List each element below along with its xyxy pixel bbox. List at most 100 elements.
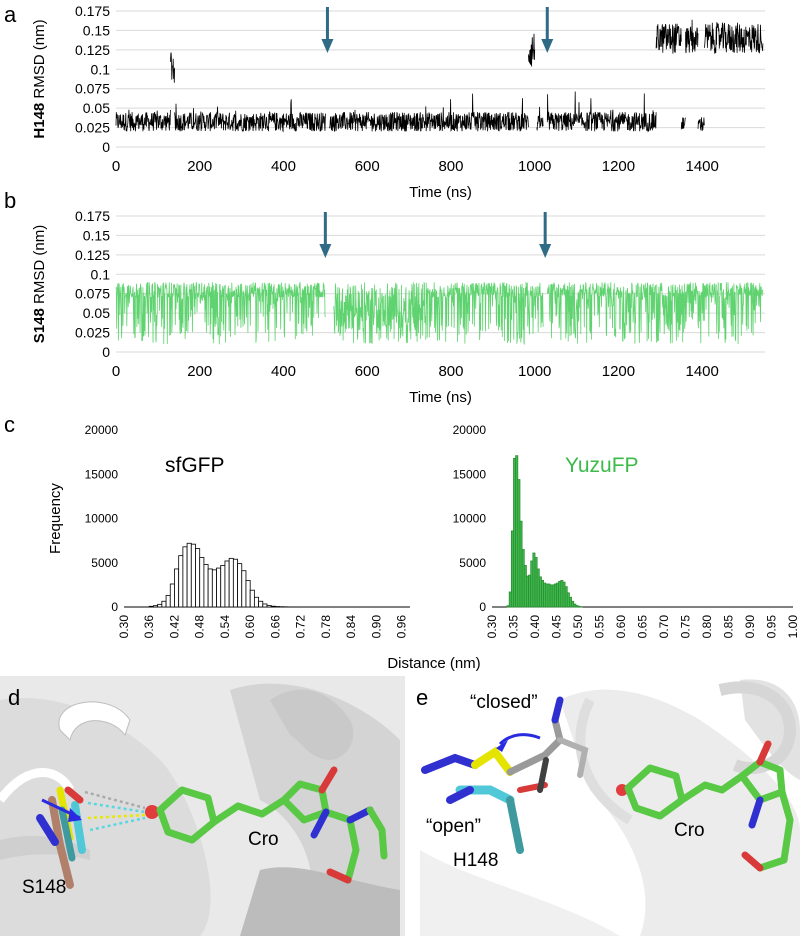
- histogram-bar: [207, 568, 213, 608]
- x-tick-label: 0.90: [369, 615, 383, 639]
- x-tick-label: 200: [187, 363, 212, 380]
- histogram-bar: [161, 600, 167, 608]
- x-tick-label: 0.35: [507, 615, 521, 639]
- x-tick-label: 0.80: [700, 615, 714, 639]
- histogram-bar: [241, 570, 247, 608]
- x-tick-label: 0.36: [142, 615, 156, 639]
- y-tick-label: 15000: [453, 467, 487, 481]
- histogram-bar: [182, 546, 188, 608]
- y-axis-title: Frequency: [47, 483, 64, 554]
- histogram-bar: [203, 564, 209, 608]
- trace-segment: [425, 281, 544, 346]
- y-tick-label: 0.175: [75, 208, 110, 224]
- histogram-bar: [270, 605, 276, 608]
- trace-segment: [115, 282, 326, 345]
- x-tick-label: 0.95: [765, 615, 779, 639]
- trace-segment: [680, 117, 686, 130]
- x-tick-label: 0.50: [571, 615, 585, 639]
- trace-segment: [536, 106, 544, 131]
- y-tick-label: 5000: [459, 556, 486, 570]
- x-tick-label: 1000: [518, 158, 551, 175]
- x-tick-label: 0: [112, 158, 120, 175]
- y-tick-label: 0.05: [83, 100, 110, 116]
- histogram-bar: [245, 580, 251, 608]
- y-tick-label: 0.025: [75, 120, 110, 136]
- histogram-bar: [199, 557, 205, 608]
- x-tick-label: 0.96: [395, 615, 409, 639]
- event-arrow-head: [541, 39, 554, 53]
- x-tick-label: 0.70: [657, 615, 671, 639]
- histogram-bar: [186, 542, 192, 608]
- histogram-bar: [165, 595, 171, 608]
- event-arrow-head: [319, 244, 332, 258]
- x-tick-label: 600: [355, 363, 380, 380]
- histogram-bar: [258, 600, 264, 608]
- panel-letter-c: c: [4, 412, 15, 437]
- x-tick-label: 1.00: [786, 615, 800, 639]
- histogram-bar: [211, 569, 217, 608]
- x-axis-title: Distance (nm): [387, 655, 480, 672]
- x-tick-label: 1400: [686, 363, 719, 380]
- trace-segment: [546, 281, 764, 345]
- y-tick-label: 0.15: [83, 227, 110, 243]
- chart-title-yuzufp: YuzuFP: [565, 454, 639, 477]
- x-tick-label: 0.72: [294, 615, 308, 639]
- x-tick-label: 1000: [518, 363, 551, 380]
- histogram-bar: [153, 605, 159, 608]
- label-h148: H148: [453, 850, 498, 871]
- x-tick-label: 0.65: [636, 615, 650, 639]
- y-tick-label: 0.1: [91, 61, 111, 77]
- panel-c-histograms: 0 5000 10000 15000 20000 0.30 0.36 0.42 0.48 0.54…: [47, 423, 800, 672]
- trace-segment: [685, 19, 699, 54]
- histogram-bar: [220, 565, 226, 608]
- trace-segment: [115, 109, 171, 132]
- y-tick-label: 20000: [85, 423, 119, 437]
- y-tick-label: 5000: [91, 556, 118, 570]
- y-tick-label: 0: [102, 139, 110, 155]
- x-tick-label: 0.45: [550, 615, 564, 639]
- x-tick-label: 0.78: [319, 615, 333, 639]
- trace-segment: [655, 23, 682, 54]
- x-tick-label: 0.60: [243, 615, 257, 639]
- trace-segment: [546, 91, 657, 133]
- y-tick-label: 0.125: [75, 42, 110, 58]
- panel-d-structure: Cro S148 d: [0, 676, 405, 936]
- x-tick-label: 1400: [686, 158, 719, 175]
- x-tick-label: 0.42: [167, 615, 181, 639]
- x-tick-label: 1200: [602, 158, 635, 175]
- histogram-bar: [195, 548, 201, 608]
- label-closed: “closed”: [470, 692, 538, 713]
- x-tick-label: 0.75: [679, 615, 693, 639]
- panel-letter-a: a: [4, 2, 17, 27]
- x-axis-title: Time (ns): [409, 184, 472, 201]
- y-tick-label: 10000: [85, 512, 119, 526]
- panel-letter-e: e: [416, 685, 428, 710]
- histogram-bar: [174, 568, 180, 608]
- histogram-bar: [232, 558, 238, 608]
- histogram-bar: [237, 563, 243, 608]
- y-tick-label: 0: [102, 344, 110, 360]
- x-axis-title: Time (ns): [409, 389, 472, 406]
- trace-segment: [333, 281, 427, 344]
- x-tick-label: 0.54: [218, 615, 232, 639]
- y-tick-label: 15000: [85, 467, 119, 481]
- x-tick-label: 800: [438, 158, 463, 175]
- y-tick-label: 10000: [453, 512, 487, 526]
- histogram-bar: [224, 560, 230, 608]
- y-tick-label: 0: [111, 600, 118, 614]
- y-tick-label: 0.125: [75, 247, 110, 263]
- x-tick-label: 0.30: [485, 615, 499, 639]
- panel-letter-d: d: [8, 685, 20, 710]
- y-axis-title: S148 RMSD (nm): [31, 225, 48, 343]
- x-tick-label: 0.84: [344, 615, 358, 639]
- histogram-bar: [253, 596, 259, 608]
- trace-segment: [170, 52, 175, 83]
- histogram-bar: [266, 605, 272, 608]
- x-tick-label: 400: [271, 158, 296, 175]
- x-tick-label: 0.55: [593, 615, 607, 639]
- x-tick-label: 1200: [602, 363, 635, 380]
- panel-a-rmsd-h148: 0 0.025 0.05 0.075 0.1 0.125 0.15 0.175 0 200 400 6…: [31, 3, 765, 201]
- histogram-bar: [178, 555, 184, 608]
- panel-letter-b: b: [4, 188, 16, 213]
